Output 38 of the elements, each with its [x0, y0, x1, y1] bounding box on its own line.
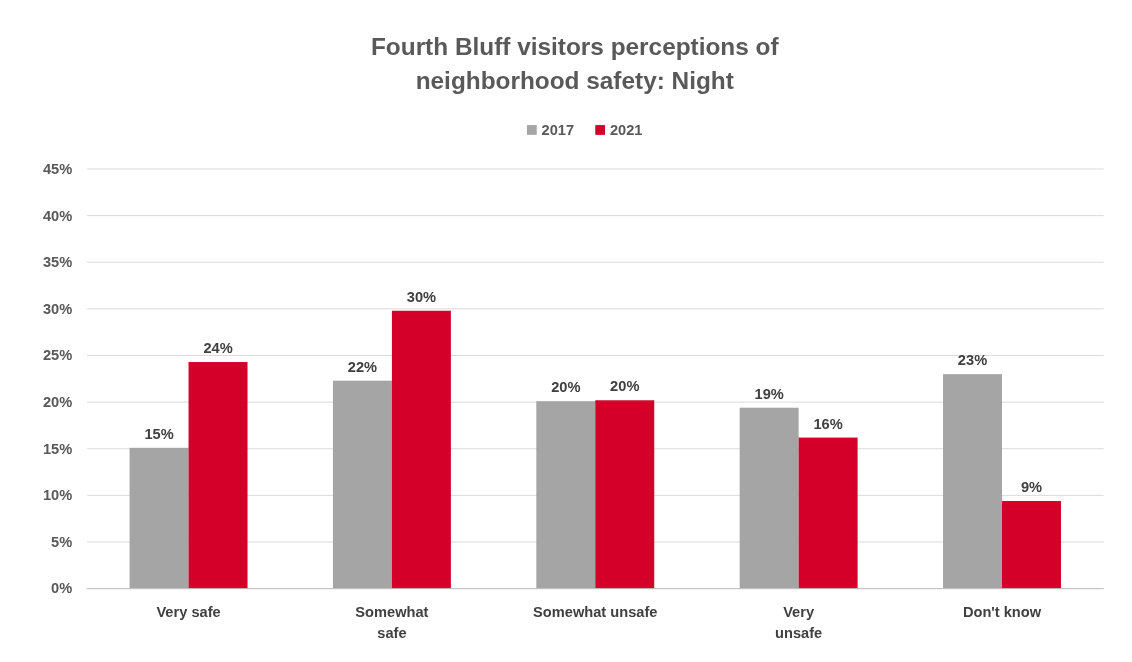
data-label: 23% [957, 352, 988, 369]
bar [739, 407, 799, 589]
y-tick-label: 5% [51, 533, 73, 550]
y-tick-label: 15% [42, 440, 73, 457]
x-tick-label: Very unsafe [775, 603, 823, 642]
bar [332, 380, 392, 589]
legend-label: 2021 [609, 121, 643, 138]
data-label: 15% [144, 426, 174, 443]
chart-title: Fourth Bluff visitors perceptions of neighborhood safety: Night [370, 32, 780, 94]
data-label: 24% [203, 340, 233, 357]
y-tick-label: 40% [42, 207, 73, 224]
x-tick-label: Somewhat unsafe [533, 603, 658, 620]
bar [798, 437, 858, 589]
bar [129, 447, 189, 589]
bar [536, 401, 596, 589]
y-tick-label: 10% [42, 487, 73, 504]
data-label: 16% [813, 415, 843, 432]
y-tick-label: 0% [51, 580, 73, 597]
bar [1002, 500, 1061, 589]
y-tick-label: 20% [42, 394, 73, 411]
data-label: 9% [1020, 479, 1043, 496]
data-label: 19% [754, 385, 784, 402]
bar [595, 400, 655, 589]
y-tick-label: 35% [42, 254, 73, 271]
x-tick-label: Don't know [962, 603, 1042, 620]
bar [391, 310, 451, 589]
y-tick-label: 25% [42, 347, 73, 364]
data-label: 20% [551, 379, 581, 396]
data-label: 30% [406, 288, 437, 305]
bar [188, 362, 248, 589]
y-tick-label: 45% [42, 160, 73, 177]
bar [943, 374, 1002, 589]
y-tick-label: 30% [42, 300, 73, 317]
data-label: 22% [347, 358, 378, 375]
x-tick-label: Very safe [156, 603, 221, 620]
legend-label: 2017 [541, 121, 575, 138]
x-tick-label: Somewhat safe [355, 603, 429, 642]
data-label: 20% [610, 378, 640, 395]
